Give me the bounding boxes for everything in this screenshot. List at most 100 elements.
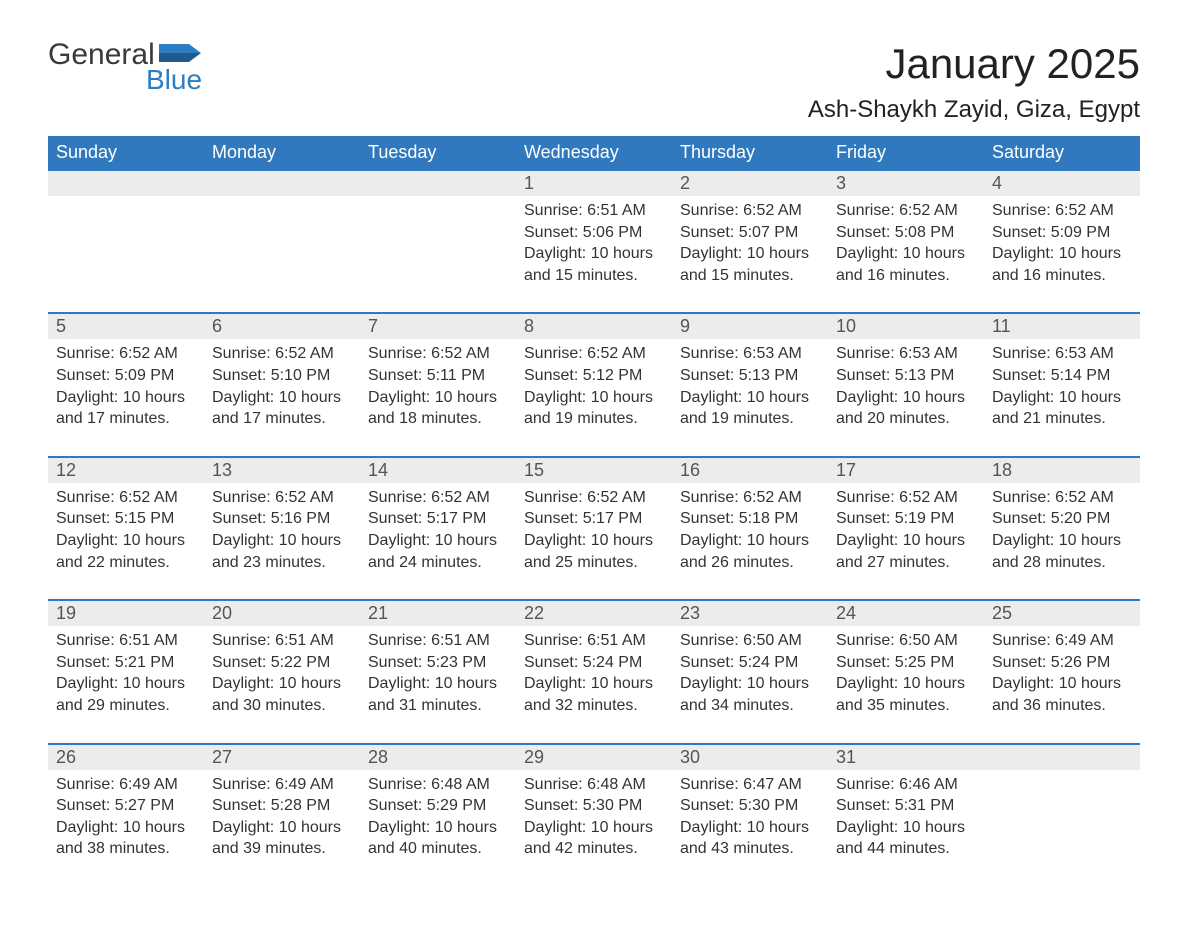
daylight-line: Daylight: 10 hours and 17 minutes. xyxy=(56,387,196,430)
daylight-line: Daylight: 10 hours and 28 minutes. xyxy=(992,530,1132,573)
weekday-header: Sunday xyxy=(48,136,204,170)
daylight-line: Daylight: 10 hours and 22 minutes. xyxy=(56,530,196,573)
sunrise-line: Sunrise: 6:51 AM xyxy=(524,200,664,222)
daylight-line: Daylight: 10 hours and 19 minutes. xyxy=(680,387,820,430)
title-block: January 2025 Ash-Shaykh Zayid, Giza, Egy… xyxy=(808,40,1140,124)
daynum-cell: 29 xyxy=(516,744,672,770)
daynum-cell: 18 xyxy=(984,457,1140,483)
daynum-cell: 25 xyxy=(984,600,1140,626)
sunset-line: Sunset: 5:25 PM xyxy=(836,652,976,674)
sunrise-line: Sunrise: 6:51 AM xyxy=(212,630,352,652)
daylight-line: Daylight: 10 hours and 23 minutes. xyxy=(212,530,352,573)
daynum-cell: 23 xyxy=(672,600,828,626)
daynum-cell: 14 xyxy=(360,457,516,483)
calendar-table: SundayMondayTuesdayWednesdayThursdayFrid… xyxy=(48,136,1140,886)
sunset-line: Sunset: 5:17 PM xyxy=(368,508,508,530)
daynum-cell: 1 xyxy=(516,170,672,196)
daylight-line: Daylight: 10 hours and 27 minutes. xyxy=(836,530,976,573)
weekday-header: Thursday xyxy=(672,136,828,170)
sunrise-line: Sunrise: 6:51 AM xyxy=(524,630,664,652)
day-detail-cell: Sunrise: 6:49 AMSunset: 5:28 PMDaylight:… xyxy=(204,770,360,886)
sunset-line: Sunset: 5:16 PM xyxy=(212,508,352,530)
daylight-line: Daylight: 10 hours and 21 minutes. xyxy=(992,387,1132,430)
sunset-line: Sunset: 5:26 PM xyxy=(992,652,1132,674)
day-detail-cell: Sunrise: 6:49 AMSunset: 5:27 PMDaylight:… xyxy=(48,770,204,886)
sunrise-line: Sunrise: 6:49 AM xyxy=(212,774,352,796)
sunrise-line: Sunrise: 6:53 AM xyxy=(680,343,820,365)
day-detail-cell: Sunrise: 6:52 AMSunset: 5:11 PMDaylight:… xyxy=(360,339,516,456)
sunset-line: Sunset: 5:17 PM xyxy=(524,508,664,530)
daylight-line: Daylight: 10 hours and 19 minutes. xyxy=(524,387,664,430)
day-detail-cell: Sunrise: 6:47 AMSunset: 5:30 PMDaylight:… xyxy=(672,770,828,886)
day-detail-cell: Sunrise: 6:52 AMSunset: 5:08 PMDaylight:… xyxy=(828,196,984,313)
daylight-line: Daylight: 10 hours and 20 minutes. xyxy=(836,387,976,430)
daynum-cell: 3 xyxy=(828,170,984,196)
sunrise-line: Sunrise: 6:52 AM xyxy=(524,487,664,509)
logo: General Blue xyxy=(48,40,202,94)
week-detail-row: Sunrise: 6:49 AM Sunset: 5:27 PM Daylight:… xyxy=(48,770,1140,886)
sunset-line: Sunset: 5:20 PM xyxy=(992,508,1132,530)
sunrise-line: Sunrise: 6:53 AM xyxy=(992,343,1132,365)
daynum-cell: 30 xyxy=(672,744,828,770)
weekday-header: Wednesday xyxy=(516,136,672,170)
empty-daynum-cell xyxy=(360,170,516,196)
day-detail-cell: Sunrise: 6:48 AMSunset: 5:30 PMDaylight:… xyxy=(516,770,672,886)
logo-word-blue: Blue xyxy=(146,66,202,94)
daynum-cell: 16 xyxy=(672,457,828,483)
sunrise-line: Sunrise: 6:51 AM xyxy=(368,630,508,652)
daylight-line: Daylight: 10 hours and 15 minutes. xyxy=(680,243,820,286)
daylight-line: Daylight: 10 hours and 30 minutes. xyxy=(212,673,352,716)
empty-daynum-cell xyxy=(984,744,1140,770)
daynum-cell: 22 xyxy=(516,600,672,626)
sunset-line: Sunset: 5:19 PM xyxy=(836,508,976,530)
daynum-cell: 12 xyxy=(48,457,204,483)
daynum-cell: 7 xyxy=(360,313,516,339)
sunrise-line: Sunrise: 6:48 AM xyxy=(368,774,508,796)
weekday-header: Monday xyxy=(204,136,360,170)
sunrise-line: Sunrise: 6:50 AM xyxy=(836,630,976,652)
sunset-line: Sunset: 5:12 PM xyxy=(524,365,664,387)
sunset-line: Sunset: 5:18 PM xyxy=(680,508,820,530)
daylight-line: Daylight: 10 hours and 40 minutes. xyxy=(368,817,508,860)
empty-detail-cell xyxy=(204,196,360,313)
day-detail-cell: Sunrise: 6:52 AMSunset: 5:07 PMDaylight:… xyxy=(672,196,828,313)
daynum-cell: 5 xyxy=(48,313,204,339)
weekday-header-row: SundayMondayTuesdayWednesdayThursdayFrid… xyxy=(48,136,1140,170)
daynum-cell: 15 xyxy=(516,457,672,483)
sunrise-line: Sunrise: 6:50 AM xyxy=(680,630,820,652)
sunset-line: Sunset: 5:10 PM xyxy=(212,365,352,387)
day-detail-cell: Sunrise: 6:53 AMSunset: 5:14 PMDaylight:… xyxy=(984,339,1140,456)
daylight-line: Daylight: 10 hours and 31 minutes. xyxy=(368,673,508,716)
daynum-cell: 24 xyxy=(828,600,984,626)
page-header: General Blue January 2025 Ash-Shaykh Zay… xyxy=(48,40,1140,124)
daylight-line: Daylight: 10 hours and 29 minutes. xyxy=(56,673,196,716)
day-detail-cell: Sunrise: 6:52 AMSunset: 5:19 PMDaylight:… xyxy=(828,483,984,600)
week-detail-row: Sunrise: 6:51 AMSunset: 5:06 PMDaylight:… xyxy=(48,196,1140,313)
week-detail-row: Sunrise: 6:52 AMSunset: 5:09 PMDaylight:… xyxy=(48,339,1140,456)
day-detail-cell: Sunrise: 6:53 AMSunset: 5:13 PMDaylight:… xyxy=(828,339,984,456)
sunset-line: Sunset: 5:30 PM xyxy=(524,795,664,817)
daylight-line: Daylight: 10 hours and 16 minutes. xyxy=(992,243,1132,286)
day-detail-cell: Sunrise: 6:51 AMSunset: 5:22 PMDaylight:… xyxy=(204,626,360,743)
sunset-line: Sunset: 5:22 PM xyxy=(212,652,352,674)
day-detail-cell: Sunrise: 6:52 AMSunset: 5:17 PMDaylight:… xyxy=(360,483,516,600)
day-detail-cell: Sunrise: 6:52 AMSunset: 5:09 PMDaylight:… xyxy=(984,196,1140,313)
daylight-line: Daylight: 10 hours and 39 minutes. xyxy=(212,817,352,860)
day-detail-cell: Sunrise: 6:51 AMSunset: 5:23 PMDaylight:… xyxy=(360,626,516,743)
sunset-line: Sunset: 5:27 PM xyxy=(56,795,196,817)
daylight-line: Daylight: 10 hours and 36 minutes. xyxy=(992,673,1132,716)
calendar-body: 1234Sunrise: 6:51 AMSunset: 5:06 PMDayli… xyxy=(48,170,1140,886)
month-title: January 2025 xyxy=(808,40,1140,88)
daynum-cell: 21 xyxy=(360,600,516,626)
daylight-line: Daylight: 10 hours and 17 minutes. xyxy=(212,387,352,430)
daylight-line: Daylight: 10 hours and 44 minutes. xyxy=(836,817,976,860)
week-detail-row: Sunrise: 6:51 AMSunset: 5:21 PMDaylight:… xyxy=(48,626,1140,743)
sunrise-line: Sunrise: 6:52 AM xyxy=(680,200,820,222)
sunset-line: Sunset: 5:31 PM xyxy=(836,795,976,817)
week-daynum-row: 262728293031 xyxy=(48,744,1140,770)
daylight-line: Daylight: 10 hours and 16 minutes. xyxy=(836,243,976,286)
day-detail-cell: Sunrise: 6:50 AMSunset: 5:25 PMDaylight:… xyxy=(828,626,984,743)
sunrise-line: Sunrise: 6:52 AM xyxy=(680,487,820,509)
day-detail-cell: Sunrise: 6:52 AMSunset: 5:16 PMDaylight:… xyxy=(204,483,360,600)
sunset-line: Sunset: 5:15 PM xyxy=(56,508,196,530)
